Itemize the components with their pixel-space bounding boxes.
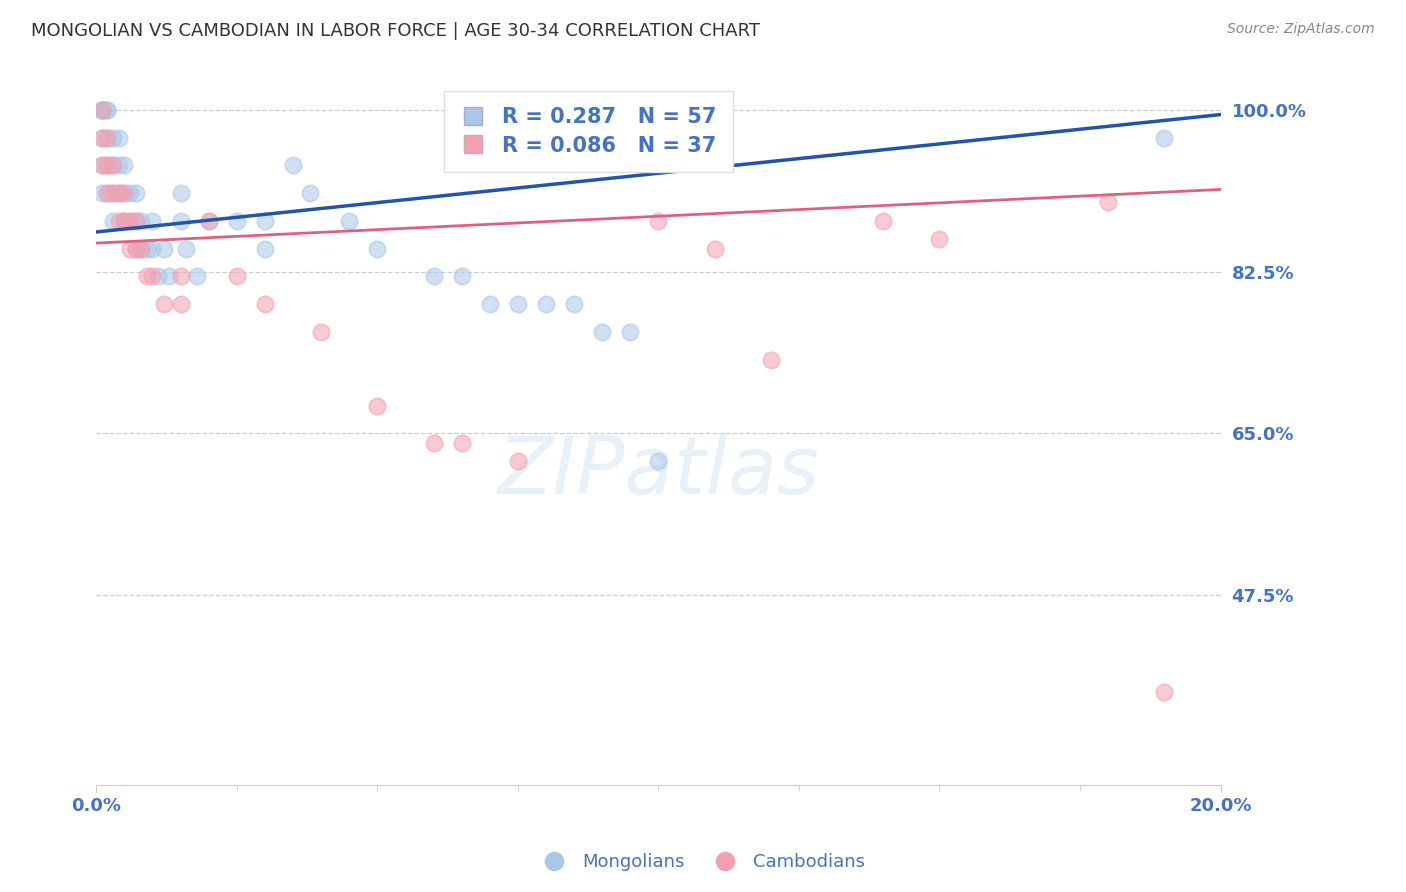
Point (90, 103, 112, 117)
Point (169, 297, 191, 311)
Point (101, 130, 124, 145)
Point (197, 214, 219, 228)
Point (506, 454, 529, 468)
Point (96, 186, 118, 201)
Point (422, 435, 444, 450)
Point (118, 242, 141, 256)
Point (141, 242, 163, 256)
Point (253, 297, 276, 311)
Point (337, 214, 360, 228)
Point (534, 297, 557, 311)
Point (135, 242, 157, 256)
Point (1097, 195, 1119, 210)
Text: ZIPatlas: ZIPatlas (498, 433, 820, 510)
Point (928, 232, 950, 246)
Point (90, 158, 112, 172)
Point (107, 186, 129, 201)
Point (506, 297, 529, 311)
Point (101, 186, 124, 201)
Point (647, 454, 669, 468)
Point (101, 214, 124, 228)
Point (101, 186, 124, 201)
Point (152, 297, 174, 311)
Point (107, 214, 129, 228)
Point (169, 214, 191, 228)
Point (124, 186, 146, 201)
Point (124, 242, 146, 256)
Point (129, 242, 152, 256)
Point (281, 158, 304, 172)
Point (366, 399, 388, 413)
Point (703, 242, 725, 256)
Point (141, 214, 163, 228)
Point (96, 130, 118, 145)
Point (101, 158, 124, 172)
Point (90, 130, 112, 145)
Point (309, 325, 332, 339)
Legend: R = 0.287   N = 57, R = 0.086   N = 37: R = 0.287 N = 57, R = 0.086 N = 37 (444, 90, 734, 172)
Legend: Mongolians, Cambodians: Mongolians, Cambodians (533, 847, 873, 879)
Point (112, 214, 135, 228)
Point (478, 297, 501, 311)
Point (647, 214, 669, 228)
Point (90, 158, 112, 172)
Point (146, 269, 169, 284)
Point (124, 242, 146, 256)
Point (450, 435, 472, 450)
Point (124, 214, 146, 228)
Point (107, 186, 129, 201)
Point (101, 158, 124, 172)
Point (174, 242, 197, 256)
Point (197, 214, 219, 228)
Point (141, 269, 163, 284)
Point (112, 158, 135, 172)
Point (169, 186, 191, 201)
Point (872, 214, 894, 228)
Point (118, 214, 141, 228)
Point (90, 186, 112, 201)
Point (422, 269, 444, 284)
Point (96, 186, 118, 201)
Point (225, 269, 247, 284)
Point (129, 242, 152, 256)
Point (253, 214, 276, 228)
Point (118, 186, 141, 201)
Point (90, 103, 112, 117)
Point (562, 297, 585, 311)
Point (157, 269, 180, 284)
Point (112, 186, 135, 201)
Point (450, 269, 472, 284)
Text: Source: ZipAtlas.com: Source: ZipAtlas.com (1227, 22, 1375, 37)
Point (90, 130, 112, 145)
Point (96, 103, 118, 117)
Point (90, 103, 112, 117)
Point (107, 158, 129, 172)
Point (619, 325, 641, 339)
Point (112, 186, 135, 201)
Point (129, 214, 152, 228)
Point (169, 269, 191, 284)
Point (253, 242, 276, 256)
Point (107, 130, 129, 145)
Text: MONGOLIAN VS CAMBODIAN IN LABOR FORCE | AGE 30-34 CORRELATION CHART: MONGOLIAN VS CAMBODIAN IN LABOR FORCE | … (31, 22, 759, 40)
Point (90, 103, 112, 117)
Point (152, 242, 174, 256)
Point (225, 214, 247, 228)
Point (1153, 130, 1175, 145)
Point (298, 186, 321, 201)
Point (96, 158, 118, 172)
Point (366, 242, 388, 256)
Point (759, 352, 782, 367)
Point (1153, 685, 1175, 699)
Point (186, 269, 208, 284)
Point (96, 158, 118, 172)
Point (591, 325, 613, 339)
Point (118, 214, 141, 228)
Point (96, 130, 118, 145)
Point (124, 214, 146, 228)
Point (112, 214, 135, 228)
Point (135, 269, 157, 284)
Point (96, 103, 118, 117)
